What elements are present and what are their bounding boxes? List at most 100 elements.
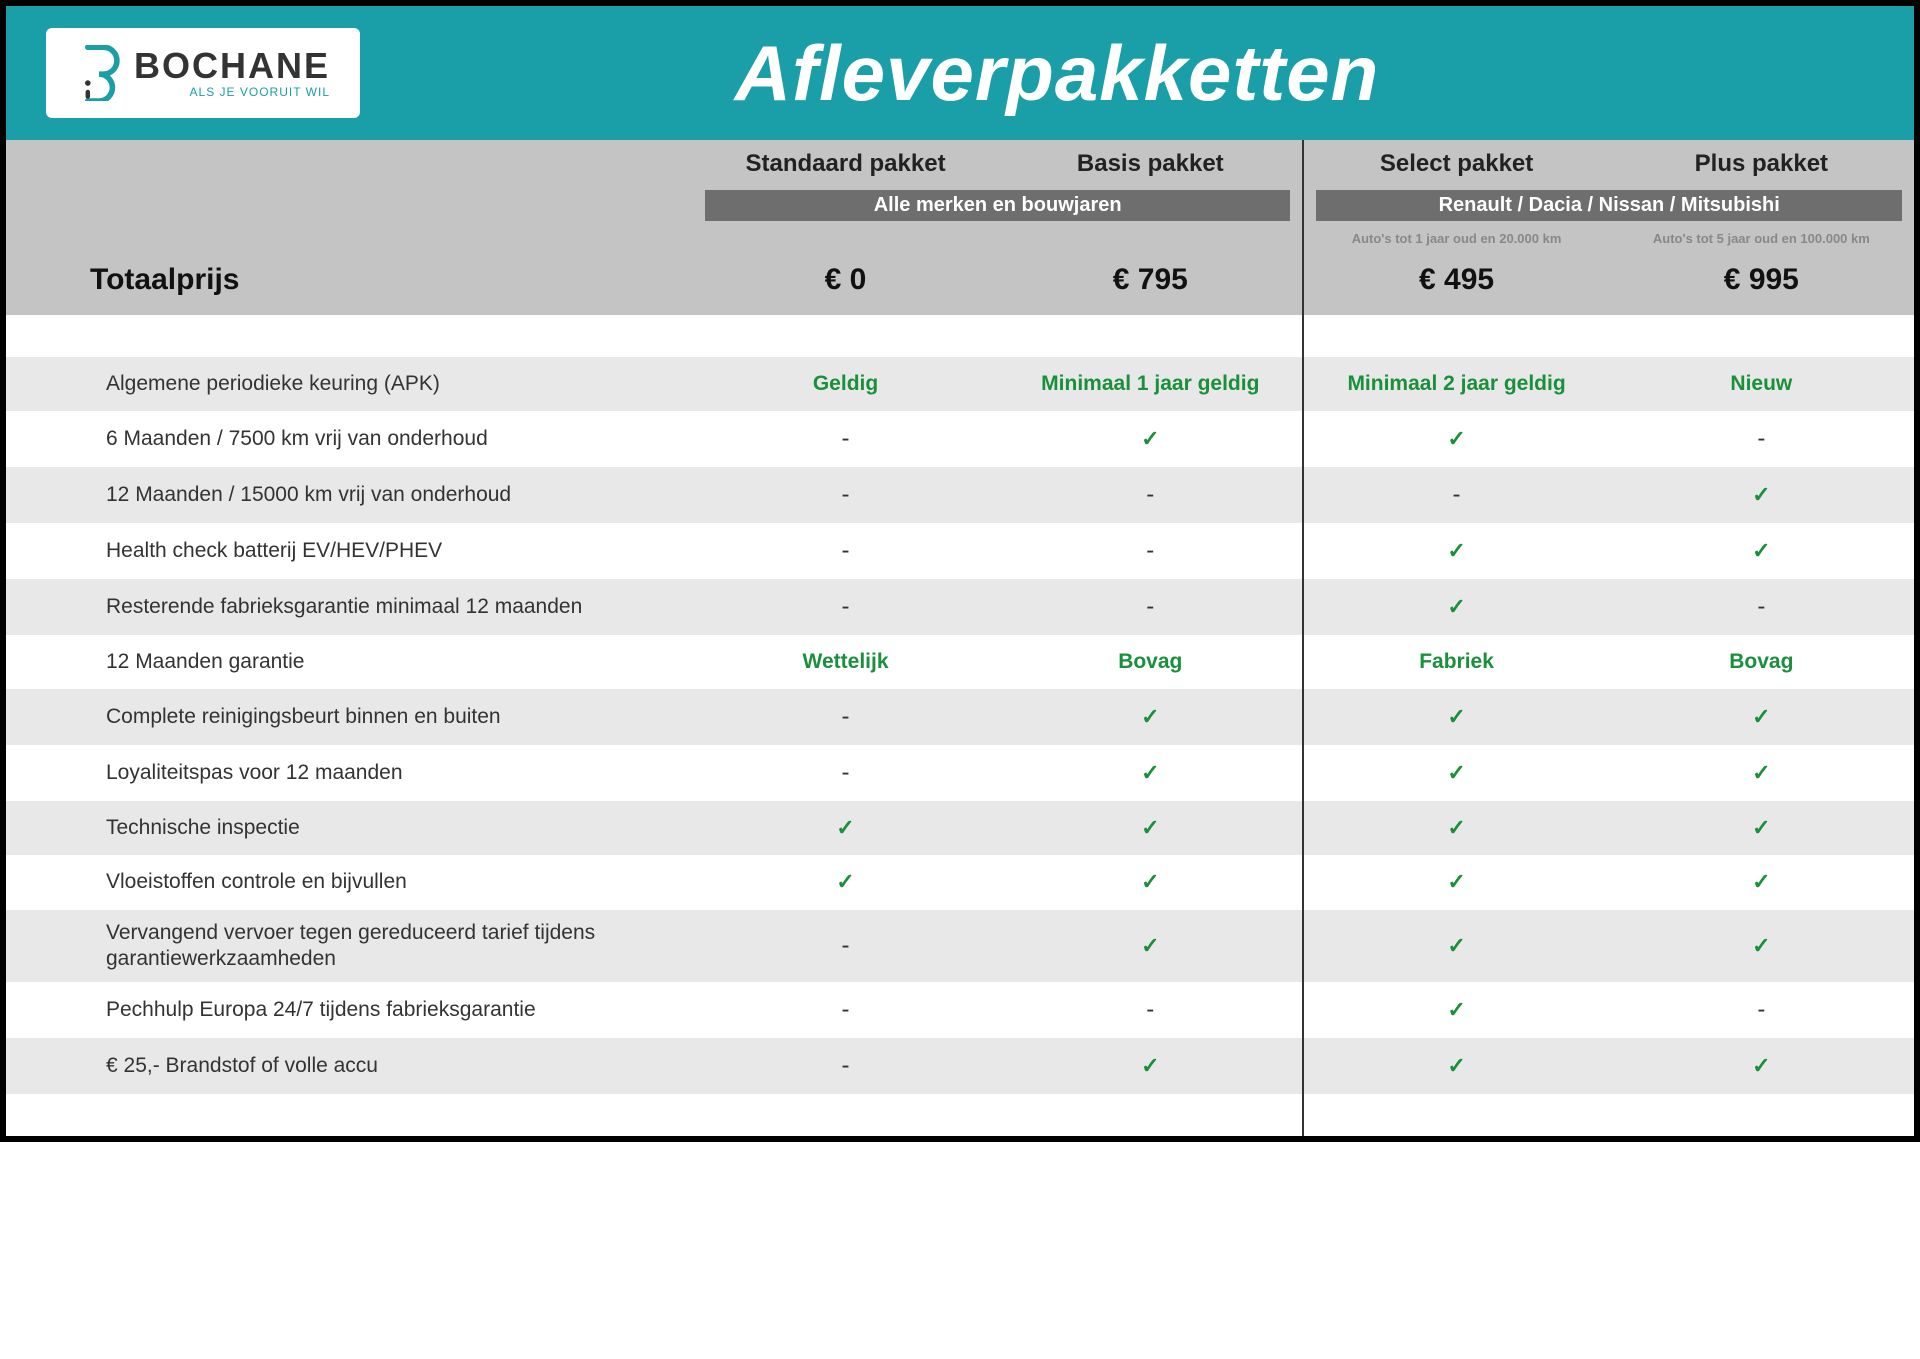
dash-icon: - (1146, 593, 1154, 620)
feature-cell: ✓ (1303, 982, 1608, 1038)
feature-label: Complete reinigingsbeurt binnen en buite… (6, 689, 693, 745)
check-icon: ✓ (1447, 997, 1465, 1022)
feature-text: Minimaal 1 jaar geldig (1041, 372, 1259, 395)
brand-logo-text: BOCHANE ALS JE VOORUIT WIL (134, 48, 330, 98)
feature-cell: - (1609, 411, 1914, 467)
pkg-name-3: Plus pakket (1609, 140, 1914, 188)
check-icon: ✓ (1447, 538, 1465, 563)
feature-label: 6 Maanden / 7500 km vrij van onderhoud (6, 411, 693, 467)
feature-label: Loyaliteitspas voor 12 maanden (6, 745, 693, 801)
table-row: 12 Maanden / 15000 km vrij van onderhoud… (6, 467, 1914, 523)
dash-icon: - (842, 593, 850, 620)
spacer-row (6, 315, 1914, 357)
feature-cell: - (693, 982, 998, 1038)
check-icon: ✓ (1447, 815, 1465, 840)
page-header: BOCHANE ALS JE VOORUIT WIL Afleverpakket… (0, 0, 1920, 140)
check-icon: ✓ (836, 815, 854, 840)
feature-label: 12 Maanden garantie (6, 635, 693, 689)
check-icon: ✓ (1141, 1053, 1159, 1078)
feature-cell: ✓ (1303, 411, 1608, 467)
feature-text: Wettelijk (803, 650, 889, 673)
dash-icon: - (1146, 537, 1154, 564)
pkg-name-1: Basis pakket (998, 140, 1303, 188)
feature-cell: ✓ (1303, 523, 1608, 579)
table-row: Vervangend vervoer tegen gereduceerd tar… (6, 910, 1914, 983)
subnote-3: Auto's tot 5 jaar oud en 100.000 km (1609, 221, 1914, 257)
feature-cell: ✓ (1303, 1038, 1608, 1094)
dash-icon: - (842, 1052, 850, 1079)
dash-icon: - (842, 932, 850, 959)
feature-cell: ✓ (998, 910, 1303, 983)
table-row: € 25,- Brandstof of volle accu-✓✓✓ (6, 1038, 1914, 1094)
table-row: 6 Maanden / 7500 km vrij van onderhoud-✓… (6, 411, 1914, 467)
group-band-1: Renault / Dacia / Nissan / Mitsubishi (1316, 190, 1902, 221)
check-icon: ✓ (1141, 426, 1159, 451)
feature-cell: Minimaal 1 jaar geldig (998, 357, 1303, 411)
comparison-table: Standaard pakket Basis pakket Select pak… (6, 140, 1914, 1136)
dash-icon: - (1757, 996, 1765, 1023)
feature-cell: - (693, 411, 998, 467)
pkg-name-2: Select pakket (1303, 140, 1608, 188)
feature-label: Pechhulp Europa 24/7 tijdens fabrieksgar… (6, 982, 693, 1038)
feature-cell: ✓ (1303, 855, 1608, 909)
check-icon: ✓ (1752, 815, 1770, 840)
totaal-label: Totaalprijs (6, 257, 693, 315)
feature-cell: - (1609, 579, 1914, 635)
feature-cell: Fabriek (1303, 635, 1608, 689)
feature-label: Vervangend vervoer tegen gereduceerd tar… (6, 910, 693, 983)
dash-icon: - (842, 703, 850, 730)
dash-icon: - (842, 537, 850, 564)
subnote-0 (693, 221, 998, 257)
check-icon: ✓ (1447, 869, 1465, 894)
feature-cell: ✓ (1303, 689, 1608, 745)
feature-label: Algemene periodieke keuring (APK) (6, 357, 693, 411)
feature-cell: - (693, 579, 998, 635)
feature-cell: ✓ (1609, 689, 1914, 745)
check-icon: ✓ (1141, 815, 1159, 840)
table-row: Health check batterij EV/HEV/PHEV--✓✓ (6, 523, 1914, 579)
price-2: € 495 (1303, 257, 1608, 315)
feature-cell: ✓ (1609, 910, 1914, 983)
feature-cell: ✓ (998, 411, 1303, 467)
table-row: Algemene periodieke keuring (APK)GeldigM… (6, 357, 1914, 411)
feature-text: Minimaal 2 jaar geldig (1347, 372, 1565, 395)
check-icon: ✓ (1447, 704, 1465, 729)
feature-cell: ✓ (1609, 855, 1914, 909)
feature-cell: Bovag (998, 635, 1303, 689)
feature-cell: ✓ (1303, 745, 1608, 801)
check-icon: ✓ (836, 869, 854, 894)
table-row: Complete reinigingsbeurt binnen en buite… (6, 689, 1914, 745)
brand-tagline: ALS JE VOORUIT WIL (134, 86, 330, 98)
feature-cell: ✓ (1609, 1038, 1914, 1094)
feature-cell: ✓ (693, 855, 998, 909)
price-3: € 995 (1609, 257, 1914, 315)
brand-name: BOCHANE (134, 48, 330, 84)
check-icon: ✓ (1141, 760, 1159, 785)
group-band-0: Alle merken en bouwjaren (705, 190, 1291, 221)
feature-cell: - (693, 523, 998, 579)
feature-text: Nieuw (1730, 372, 1792, 395)
check-icon: ✓ (1141, 869, 1159, 894)
feature-cell: - (998, 523, 1303, 579)
feature-cell: ✓ (998, 1038, 1303, 1094)
feature-label: Resterende fabrieksgarantie minimaal 12 … (6, 579, 693, 635)
feature-cell: ✓ (1303, 579, 1608, 635)
feature-cell: - (998, 467, 1303, 523)
check-icon: ✓ (1447, 933, 1465, 958)
subnote-2: Auto's tot 1 jaar oud en 20.000 km (1303, 221, 1608, 257)
feature-cell: Nieuw (1609, 357, 1914, 411)
check-icon: ✓ (1141, 933, 1159, 958)
feature-label: Health check batterij EV/HEV/PHEV (6, 523, 693, 579)
feature-cell: - (693, 745, 998, 801)
feature-cell: ✓ (998, 855, 1303, 909)
pkg-name-0: Standaard pakket (693, 140, 998, 188)
feature-cell: ✓ (1303, 801, 1608, 855)
feature-cell: - (693, 467, 998, 523)
feature-cell: ✓ (998, 801, 1303, 855)
table-row: Loyaliteitspas voor 12 maanden-✓✓✓ (6, 745, 1914, 801)
group-bands-row: Alle merken en bouwjaren Renault / Dacia… (6, 188, 1914, 221)
check-icon: ✓ (1752, 869, 1770, 894)
dash-icon: - (1146, 996, 1154, 1023)
check-icon: ✓ (1447, 1053, 1465, 1078)
dash-icon: - (1757, 593, 1765, 620)
